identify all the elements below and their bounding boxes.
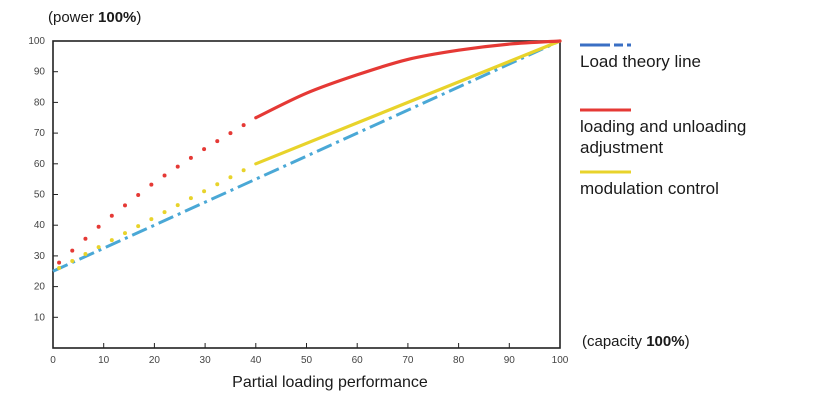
series-dot-modulation-control — [83, 252, 88, 257]
series-dot-modulation-control — [149, 217, 154, 222]
legend-label-modulation-control: modulation control — [580, 179, 719, 198]
x-tick-label: 80 — [453, 355, 465, 366]
series-dot-modulation-control — [96, 245, 101, 250]
x-axis-title: Partial loading performance — [232, 374, 428, 391]
x-tick-label: 60 — [352, 355, 364, 366]
y-tick-label: 10 — [34, 312, 46, 323]
series-dot-modulation-control — [215, 182, 220, 187]
series-dot-loading-and-unloading-adjustment — [175, 164, 180, 169]
series-dot-loading-and-unloading-adjustment — [122, 203, 127, 208]
x-unit-value: 100% — [646, 333, 684, 350]
series-dot-modulation-control — [228, 175, 233, 180]
plot-frame — [52, 40, 561, 349]
series-dot-modulation-control — [202, 189, 207, 194]
ticks: 0 10 20 30 40 50 60 70 80 90 100 10 20 30 40 50 60 70 80 90… — [28, 36, 568, 366]
series-dot-loading-and-unloading-adjustment — [228, 131, 233, 136]
legend-label-load-theory-line: Load theory line — [580, 52, 701, 71]
x-tick-label: 20 — [149, 355, 161, 366]
series-line-modulation-control — [254, 39, 562, 166]
series-dot-modulation-control — [175, 203, 180, 208]
x-tick-label: 30 — [200, 355, 212, 366]
x-unit-suffix: ) — [685, 333, 690, 350]
series-dot-modulation-control — [109, 238, 114, 243]
x-tick-label: 100 — [552, 355, 569, 366]
series-dot-loading-and-unloading-adjustment — [202, 147, 207, 152]
series-dot-modulation-control — [122, 231, 127, 236]
x-tick-label: 50 — [301, 355, 313, 366]
legend-label-loading-and-unloading-adjustment: loading and unloading adjustment — [580, 117, 746, 157]
y-unit-value: 100% — [98, 9, 136, 26]
y-tick-label: 30 — [34, 251, 46, 262]
series-dot-loading-and-unloading-adjustment — [136, 192, 141, 197]
y-tick-label: 100 — [28, 36, 45, 47]
series-dot-loading-and-unloading-adjustment — [70, 248, 75, 253]
series-line-loading-and-unloading-adjustment — [254, 39, 562, 120]
x-tick-label: 10 — [98, 355, 110, 366]
x-unit-prefix: (capacity — [582, 333, 646, 350]
series-dot-loading-and-unloading-adjustment — [57, 260, 62, 265]
series-dot-loading-and-unloading-adjustment — [109, 213, 114, 218]
series-line-load-theory-line — [52, 39, 561, 273]
x-tick-label: 40 — [250, 355, 262, 366]
y-tick-label: 80 — [34, 97, 46, 108]
y-unit-suffix: ) — [136, 9, 141, 26]
series-dot-modulation-control — [57, 266, 62, 271]
legend: Load theory line loading and unloading adj… — [580, 43, 746, 198]
x-tick-label: 0 — [50, 355, 56, 366]
series-dot-modulation-control — [162, 210, 167, 215]
series-layer — [52, 39, 562, 273]
series-dot-loading-and-unloading-adjustment — [188, 155, 193, 160]
y-tick-label: 60 — [34, 159, 46, 170]
series-dot-loading-and-unloading-adjustment — [215, 139, 220, 144]
legend-label-line: Load theory line — [580, 52, 701, 71]
y-tick-label: 90 — [34, 67, 46, 78]
series-dot-modulation-control — [188, 196, 193, 201]
y-tick-label: 50 — [34, 190, 46, 201]
legend-label-line: loading and unloading — [580, 117, 746, 136]
y-unit-prefix: (power — [48, 9, 98, 26]
legend-label-line: modulation control — [580, 179, 719, 198]
series-dot-loading-and-unloading-adjustment — [83, 236, 88, 241]
y-tick-label: 20 — [34, 282, 46, 293]
series-dot-modulation-control — [241, 168, 246, 173]
y-tick-label: 40 — [34, 220, 46, 231]
x-unit-label: (capacity 100%) — [582, 333, 690, 350]
x-tick-label: 90 — [504, 355, 516, 366]
x-tick-label: 70 — [402, 355, 414, 366]
series-dot-loading-and-unloading-adjustment — [162, 173, 167, 178]
y-tick-label: 70 — [34, 128, 46, 139]
series-dot-modulation-control — [70, 259, 75, 264]
series-dot-loading-and-unloading-adjustment — [241, 123, 246, 128]
series-dot-loading-and-unloading-adjustment — [149, 182, 154, 187]
legend-label-line: adjustment — [580, 138, 663, 157]
series-dot-loading-and-unloading-adjustment — [96, 224, 101, 229]
y-unit-label: (power 100%) — [48, 9, 141, 26]
series-dot-modulation-control — [136, 224, 141, 229]
